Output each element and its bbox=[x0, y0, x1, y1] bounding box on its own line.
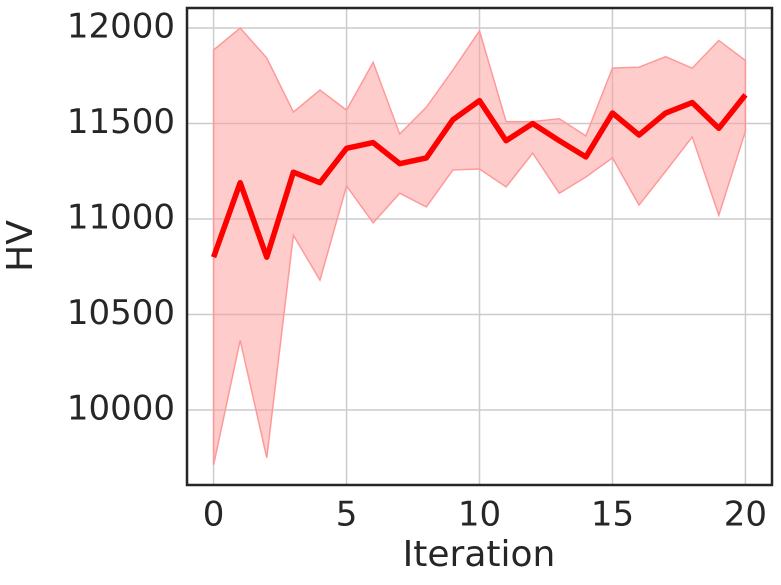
x-tick-label: 15 bbox=[591, 495, 634, 535]
x-tick-label: 10 bbox=[458, 495, 501, 535]
plot-border bbox=[185, 6, 774, 487]
x-tick-label: 20 bbox=[724, 495, 767, 535]
x-axis-label: Iteration bbox=[403, 534, 556, 575]
y-tick-label: 11000 bbox=[67, 198, 175, 238]
error-band bbox=[212, 27, 747, 466]
y-tick-label: 12000 bbox=[67, 7, 175, 47]
y-tick-label: 11500 bbox=[67, 102, 175, 142]
line bbox=[211, 93, 748, 260]
y-axis-label: HV bbox=[0, 220, 41, 272]
x-tick-label: 0 bbox=[203, 495, 225, 535]
x-tick-label: 5 bbox=[336, 495, 358, 535]
y-tick-label: 10000 bbox=[67, 388, 175, 428]
y-tick-label: 10500 bbox=[67, 293, 175, 333]
